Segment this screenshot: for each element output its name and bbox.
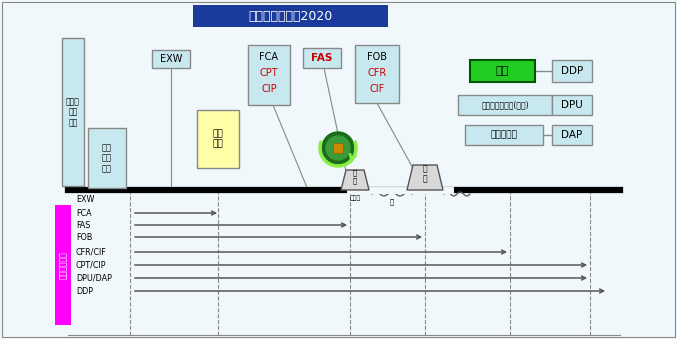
Circle shape (322, 132, 354, 164)
Text: FOB: FOB (76, 233, 92, 241)
Text: EXW: EXW (160, 54, 182, 64)
Bar (303, 48, 341, 68)
Text: はしけ: はしけ (349, 195, 361, 201)
Circle shape (326, 136, 350, 160)
Text: CFR/CIF: CFR/CIF (76, 247, 107, 257)
Bar (333, 143, 343, 153)
Text: DPU/DAP: DPU/DAP (76, 274, 112, 282)
Bar (355, 45, 399, 103)
Text: 指定仕向地: 指定仕向地 (491, 131, 517, 140)
Bar (465, 125, 543, 145)
Text: 税関: 税関 (496, 66, 509, 76)
Text: 運送
業者: 運送 業者 (213, 129, 223, 149)
Text: 〜: 〜 (390, 199, 394, 205)
Polygon shape (341, 170, 369, 190)
Text: 本
船: 本 船 (422, 164, 427, 184)
Text: FCA: FCA (76, 208, 91, 218)
Text: 売主
倉庫
工場: 売主 倉庫 工場 (102, 143, 112, 173)
Text: EXW: EXW (76, 196, 94, 204)
Text: CIF: CIF (370, 84, 385, 94)
Text: FAS: FAS (311, 53, 332, 63)
Bar (197, 110, 239, 168)
Bar (470, 60, 535, 82)
Text: CFR: CFR (368, 68, 387, 78)
Text: CPT: CPT (260, 68, 278, 78)
Bar (62, 38, 84, 186)
Text: DPU: DPU (561, 100, 583, 110)
Text: 本
船: 本 船 (353, 170, 357, 184)
Text: 指定ターミナル(荷卸): 指定ターミナル(荷卸) (481, 100, 529, 109)
Text: DDP: DDP (76, 286, 93, 296)
Text: CIP: CIP (261, 84, 277, 94)
Text: DAP: DAP (561, 130, 583, 140)
Bar (248, 45, 290, 105)
Text: FCA: FCA (259, 52, 278, 62)
Text: DDP: DDP (561, 66, 583, 76)
Polygon shape (407, 165, 443, 190)
Bar (552, 60, 592, 82)
Bar (55, 205, 71, 325)
Bar (88, 128, 126, 188)
Text: 売主費用負担: 売主費用負担 (58, 251, 68, 279)
Bar (552, 95, 592, 115)
Text: CPT/CIP: CPT/CIP (76, 260, 106, 270)
Text: リスク
移転
地点: リスク 移転 地点 (66, 97, 80, 127)
Text: FAS: FAS (76, 220, 90, 230)
Bar (152, 50, 190, 68)
Bar (458, 95, 552, 115)
Bar (552, 125, 592, 145)
Bar (193, 5, 388, 27)
Text: FOB: FOB (367, 52, 387, 62)
Text: インコタームズ2020: インコタームズ2020 (248, 9, 332, 22)
